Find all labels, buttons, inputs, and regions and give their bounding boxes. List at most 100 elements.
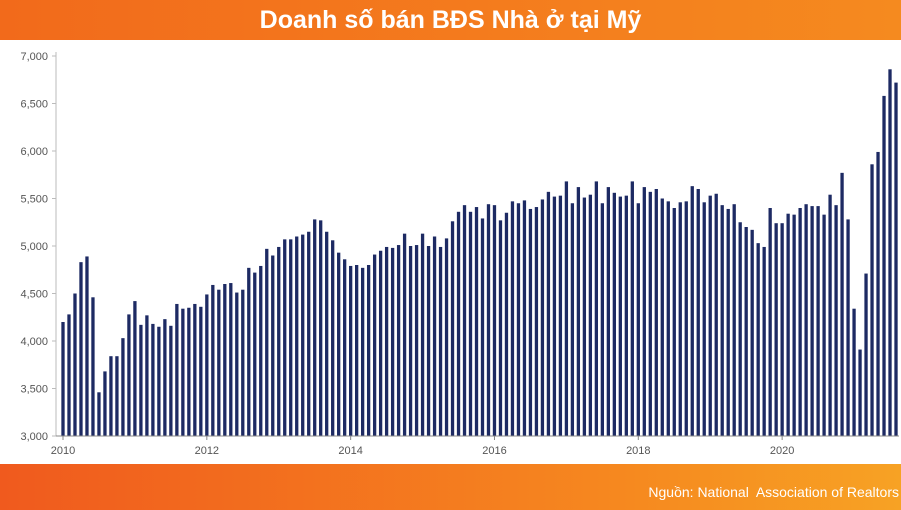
bar <box>540 199 545 436</box>
title-banner: Doanh số bán BĐS Nhà ở tại Mỹ <box>0 0 901 40</box>
bar <box>181 308 185 436</box>
bar <box>295 236 299 436</box>
bar <box>349 265 353 436</box>
bar <box>474 207 479 436</box>
bar <box>289 239 293 436</box>
bar <box>283 239 287 436</box>
bar <box>205 294 209 436</box>
bar <box>720 205 724 436</box>
bar <box>337 252 341 436</box>
bar <box>798 208 802 436</box>
y-axis: 3,000 3,500 4,000 4,500 5,000 5,500 6,000 6,500… <box>20 51 57 443</box>
bar <box>852 308 856 436</box>
bar <box>786 213 790 436</box>
bar <box>444 238 449 436</box>
bar <box>642 187 646 436</box>
y-tick-label: 4,000 <box>20 336 48 348</box>
bar <box>546 191 551 436</box>
bar <box>319 220 323 436</box>
bar <box>708 195 712 436</box>
bar <box>199 306 203 436</box>
bar <box>450 221 455 436</box>
bar <box>702 202 706 436</box>
x-axis: 2010 2012 2014 2016 2018 2020 <box>51 435 899 457</box>
x-tick-label: 2012 <box>195 445 219 457</box>
bar <box>666 201 670 436</box>
bar <box>864 273 868 436</box>
bar <box>384 246 389 436</box>
bar <box>792 214 796 436</box>
bar <box>438 246 443 436</box>
bar <box>780 223 784 436</box>
bar <box>636 203 640 436</box>
bar-chart: 3,000 3,500 4,000 4,500 5,000 5,500 6,000 6,500… <box>20 51 899 457</box>
x-tick-label: 2014 <box>338 445 362 457</box>
bar <box>684 201 688 436</box>
bar <box>846 219 850 436</box>
bar <box>325 231 329 436</box>
bar <box>606 187 610 436</box>
bar <box>690 186 694 436</box>
bar <box>552 196 557 436</box>
bar <box>265 248 269 436</box>
bar <box>804 204 808 436</box>
bar <box>654 189 658 436</box>
bar <box>241 289 245 436</box>
y-tick-label: 3,500 <box>20 384 48 396</box>
y-tick-label: 6,500 <box>20 99 48 111</box>
bar <box>91 297 95 436</box>
bar <box>253 272 257 436</box>
bar <box>145 315 149 436</box>
bar <box>331 240 335 436</box>
bar <box>402 233 407 436</box>
bar <box>594 181 599 436</box>
x-tick-label: 2018 <box>626 445 650 457</box>
bar <box>624 195 628 436</box>
source-note: Nguồn: National Association of Realtors <box>648 484 899 500</box>
bar <box>67 314 71 436</box>
bar <box>109 356 113 436</box>
bar <box>618 196 622 436</box>
bar <box>163 319 167 436</box>
bar <box>600 203 605 436</box>
bar <box>462 205 467 436</box>
bar <box>888 69 892 437</box>
bar <box>810 206 814 436</box>
bar <box>660 198 664 436</box>
bar <box>61 322 65 436</box>
chart-area: 3,000 3,500 4,000 4,500 5,000 5,500 6,000 6,500… <box>0 40 901 464</box>
bar <box>582 197 587 436</box>
bar <box>187 307 191 436</box>
bar <box>420 233 425 436</box>
bar <box>79 262 83 436</box>
bar <box>696 189 700 436</box>
bar <box>175 303 179 436</box>
bar <box>768 208 772 436</box>
bar <box>480 218 485 436</box>
bar <box>390 247 395 436</box>
y-tick-label: 5,500 <box>20 194 48 206</box>
bar <box>277 246 281 436</box>
bar <box>858 349 862 436</box>
bar <box>259 265 263 436</box>
bar <box>223 284 227 436</box>
bar <box>211 284 215 436</box>
y-tick-label: 3,000 <box>20 431 48 443</box>
bar <box>139 324 143 436</box>
bar <box>360 267 365 436</box>
bar <box>97 392 101 436</box>
bar <box>630 181 634 436</box>
bar <box>528 208 533 436</box>
bar <box>432 236 437 436</box>
x-tick-label: 2010 <box>51 445 75 457</box>
bar <box>648 191 652 436</box>
bar <box>588 194 593 436</box>
bar <box>157 326 161 436</box>
bar <box>247 267 251 436</box>
bar <box>366 265 371 436</box>
bar <box>882 95 886 437</box>
bar <box>378 250 383 436</box>
bar <box>498 220 503 436</box>
bar <box>85 256 89 436</box>
bar <box>355 265 359 436</box>
